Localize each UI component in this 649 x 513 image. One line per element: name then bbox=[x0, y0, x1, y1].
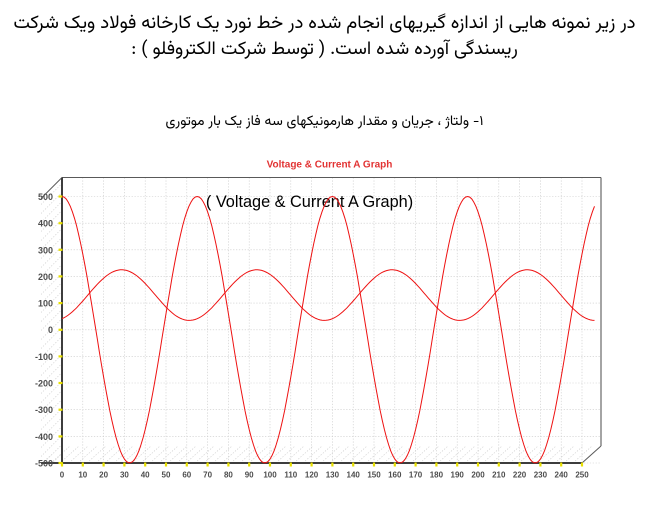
svg-text:130: 130 bbox=[326, 471, 340, 480]
svg-text:70: 70 bbox=[203, 471, 212, 480]
svg-text:80: 80 bbox=[224, 471, 233, 480]
svg-text:230: 230 bbox=[534, 471, 548, 480]
svg-text:170: 170 bbox=[409, 471, 423, 480]
svg-text:0: 0 bbox=[60, 471, 65, 480]
svg-text:100: 100 bbox=[263, 471, 277, 480]
svg-text:0: 0 bbox=[48, 325, 53, 335]
svg-text:100: 100 bbox=[38, 299, 53, 309]
svg-text:90: 90 bbox=[245, 471, 254, 480]
svg-text:180: 180 bbox=[430, 471, 444, 480]
svg-text:60: 60 bbox=[182, 471, 191, 480]
svg-text:110: 110 bbox=[284, 471, 297, 480]
svg-text:-400: -400 bbox=[35, 432, 53, 442]
svg-text:20: 20 bbox=[99, 471, 108, 480]
svg-text:-300: -300 bbox=[35, 405, 53, 415]
svg-text:Voltage & Current A Graph: Voltage & Current A Graph bbox=[267, 160, 393, 171]
svg-text:50: 50 bbox=[162, 471, 171, 480]
svg-text:250: 250 bbox=[575, 471, 589, 480]
svg-text:240: 240 bbox=[555, 471, 569, 480]
svg-text:200: 200 bbox=[471, 471, 485, 480]
svg-text:190: 190 bbox=[451, 471, 465, 480]
svg-text:-100: -100 bbox=[35, 352, 53, 362]
svg-text:300: 300 bbox=[38, 245, 53, 255]
svg-text:-200: -200 bbox=[35, 379, 53, 389]
svg-text:120: 120 bbox=[305, 471, 319, 480]
svg-text:40: 40 bbox=[141, 471, 150, 480]
svg-text:( Voltage & Current A Graph): ( Voltage & Current A Graph) bbox=[206, 193, 413, 211]
svg-text:140: 140 bbox=[347, 471, 361, 480]
svg-text:150: 150 bbox=[367, 471, 381, 480]
svg-text:10: 10 bbox=[78, 471, 87, 480]
svg-text:30: 30 bbox=[120, 471, 129, 480]
svg-text:500: 500 bbox=[38, 192, 53, 202]
svg-text:400: 400 bbox=[38, 219, 53, 229]
svg-text:160: 160 bbox=[388, 471, 402, 480]
svg-text:220: 220 bbox=[513, 471, 527, 480]
svg-text:210: 210 bbox=[492, 471, 506, 480]
svg-text:-500: -500 bbox=[35, 459, 53, 469]
svg-text:200: 200 bbox=[38, 272, 53, 282]
